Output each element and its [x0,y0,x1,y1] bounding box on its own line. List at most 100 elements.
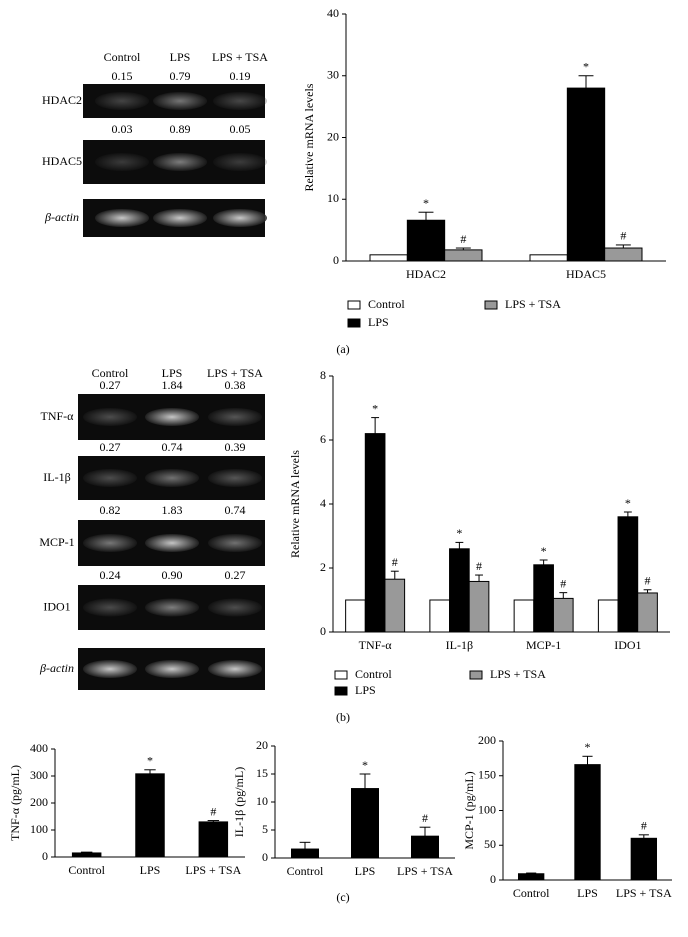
bar [604,247,643,262]
legend-swatch [347,318,361,328]
panel-label: (c) [336,890,349,904]
legend-swatch [347,300,361,310]
legend-label: Control [368,297,405,311]
blot-band [208,469,262,487]
blot-band [208,408,262,426]
blot-band [213,209,267,227]
y-tick-label: 0 [490,872,496,886]
bar [351,788,379,859]
blot-band [208,598,262,617]
lane-label: LPS [162,366,183,380]
x-tick-label: LPS [140,863,161,877]
y-tick-label: 20 [256,738,268,752]
x-tick-label: LPS + TSA [616,886,672,900]
bar [529,254,568,262]
blot-band [153,153,207,171]
x-tick-label: IL-1β [446,638,473,652]
density-value: 0.79 [170,69,191,83]
y-tick-label: 2 [320,560,326,574]
density-value: 0.90 [162,568,183,582]
legend-label: LPS [355,683,376,697]
legend-swatch [334,670,348,680]
bar [411,835,439,859]
blot-band [83,469,137,487]
y-tick-label: 8 [320,368,326,382]
density-value: 0.03 [112,122,133,136]
x-tick-label: LPS + TSA [397,864,453,878]
bar [449,548,470,633]
bar [597,599,619,633]
y-axis-label: IL-1β (pg/mL) [232,767,246,837]
significance-mark: * [541,544,547,558]
blot-band [213,92,267,110]
legend-swatch [469,670,483,680]
y-tick-label: 100 [30,822,48,836]
blot-band [95,209,149,227]
density-value: 0.89 [170,122,191,136]
bar [369,254,408,262]
y-tick-label: 4 [320,496,326,510]
bar [384,578,406,633]
y-axis-label: Relative mRNA levels [302,83,316,191]
bar [71,852,102,858]
y-tick-label: 50 [484,837,496,851]
blot-band [208,660,262,678]
blot-band [83,534,137,552]
y-axis-label: MCP-1 (pg/mL) [462,771,476,849]
y-tick-label: 100 [478,802,496,816]
x-tick-label: MCP-1 [526,638,561,652]
x-tick-label: Control [287,864,324,878]
y-tick-label: 0 [42,849,48,863]
density-value: 1.83 [162,503,183,517]
y-tick-label: 150 [478,768,496,782]
bar [566,87,606,262]
bar [617,516,639,633]
lane-label: LPS + TSA [207,366,263,380]
blot-band [83,598,137,617]
row-label: HDAC5 [42,154,82,168]
row-label: IDO1 [43,599,70,613]
x-tick-label: LPS [577,886,598,900]
y-tick-label: 300 [30,768,48,782]
lane-label: LPS [170,50,191,64]
x-tick-label: LPS [355,864,376,878]
bar [533,564,554,633]
x-tick-label: HDAC5 [566,267,606,281]
density-value: 0.15 [112,69,133,83]
legend-label: LPS + TSA [490,667,546,681]
blot-band [95,153,149,171]
density-value: 0.24 [100,568,121,582]
bar [552,597,574,633]
bar [291,848,319,859]
significance-mark: * [423,196,429,210]
x-tick-label: Control [513,886,550,900]
y-tick-label: 5 [262,822,268,836]
bar [135,773,165,858]
bar [513,599,535,633]
x-tick-label: TNF-α [359,638,393,652]
significance-mark: # [645,574,651,588]
y-tick-label: 6 [320,432,326,446]
density-value: 0.82 [100,503,121,517]
y-tick-label: 0 [320,624,326,638]
density-value: 0.19 [230,69,251,83]
y-tick-label: 30 [327,68,339,82]
legend-swatch [334,686,348,696]
significance-mark: # [392,555,398,569]
significance-mark: # [422,811,428,825]
y-tick-label: 200 [30,795,48,809]
significance-mark: * [147,754,153,768]
y-tick-label: 0 [262,850,268,864]
density-value: 0.27 [100,440,121,454]
y-tick-label: 400 [30,741,48,755]
row-label: β-actin [44,210,79,224]
y-axis-label: Relative mRNA levels [288,450,302,558]
bar [630,837,658,881]
density-value: 0.74 [225,503,246,517]
blot-band [83,408,137,426]
x-tick-label: LPS + TSA [185,863,241,877]
significance-mark: * [362,758,368,772]
significance-mark: # [476,559,482,573]
legend-swatch [484,300,498,310]
bar [517,873,545,881]
